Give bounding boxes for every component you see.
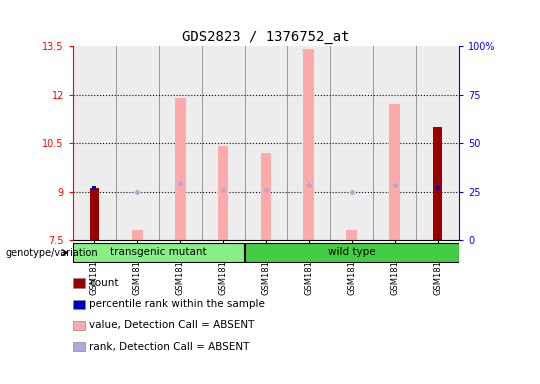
Bar — [116, 46, 159, 240]
Bar — [73, 46, 116, 240]
Text: wild type: wild type — [328, 247, 375, 257]
Bar — [389, 104, 400, 240]
Bar — [159, 46, 201, 240]
Title: GDS2823 / 1376752_at: GDS2823 / 1376752_at — [182, 30, 350, 44]
Text: count: count — [89, 278, 119, 288]
Text: rank, Detection Call = ABSENT: rank, Detection Call = ABSENT — [89, 341, 249, 352]
Bar — [287, 46, 330, 240]
Bar — [245, 243, 458, 262]
Bar — [433, 127, 442, 240]
Bar — [132, 230, 143, 240]
Bar — [416, 46, 459, 240]
Text: value, Detection Call = ABSENT: value, Detection Call = ABSENT — [89, 320, 254, 331]
Bar — [245, 46, 287, 240]
Bar — [330, 46, 373, 240]
Text: transgenic mutant: transgenic mutant — [110, 247, 207, 257]
Bar — [175, 98, 186, 240]
Bar — [218, 146, 228, 240]
Bar — [201, 46, 245, 240]
Bar — [261, 153, 271, 240]
Bar — [303, 49, 314, 240]
Text: genotype/variation: genotype/variation — [5, 248, 98, 258]
Bar — [90, 188, 99, 240]
Bar — [346, 230, 357, 240]
Bar — [373, 46, 416, 240]
Text: percentile rank within the sample: percentile rank within the sample — [89, 299, 265, 310]
Bar — [73, 243, 244, 262]
